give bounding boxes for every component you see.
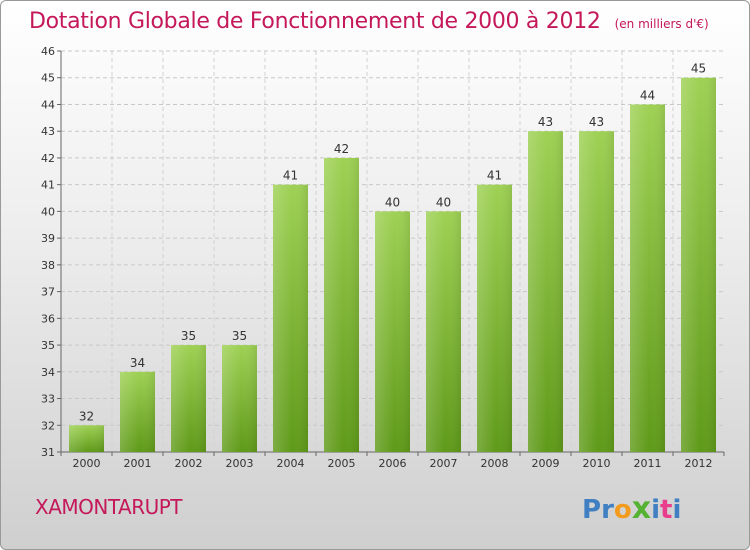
x-tick-label: 2009 (532, 457, 560, 470)
bar-shade-2002 (171, 345, 206, 452)
bars (69, 77, 716, 452)
x-tick-label: 2002 (175, 457, 203, 470)
y-tick-label: 32 (41, 419, 55, 432)
bar-value-label: 41 (283, 169, 298, 183)
y-tick-label: 42 (41, 152, 55, 165)
bar-value-label: 41 (487, 169, 502, 183)
bar-shade-2010 (579, 131, 614, 452)
bar-shade-2008 (477, 184, 512, 452)
y-tick-label: 38 (41, 259, 55, 272)
chart-title: Dotation Globale de Fonctionnement de 20… (29, 9, 709, 34)
bar-value-label: 40 (436, 195, 451, 209)
bar-shade-2001 (120, 371, 155, 452)
x-tick-label: 2008 (481, 457, 509, 470)
y-tick-label: 45 (41, 72, 55, 85)
bar-shade-2007 (426, 211, 461, 452)
x-tick-label: 2007 (430, 457, 458, 470)
bar-value-label: 32 (79, 409, 94, 423)
logo-letter: i (672, 495, 682, 525)
y-tick-label: 36 (41, 312, 55, 325)
bar-shade-2006 (375, 211, 410, 452)
y-tick-label: 39 (41, 232, 55, 245)
chart-unit: (en milliers d'€) (614, 17, 709, 31)
x-tick-label: 2005 (328, 457, 356, 470)
x-tick-label: 2006 (379, 457, 407, 470)
bar-shade-2009 (528, 131, 563, 452)
bar-value-label: 35 (181, 329, 196, 343)
bar-shade-2011 (630, 104, 665, 452)
x-tick-label: 2004 (277, 457, 305, 470)
bar-shade-2012 (681, 77, 716, 452)
bar-value-label: 45 (691, 62, 706, 76)
logo-letter: o (613, 495, 632, 525)
logo-letter: x (631, 491, 652, 526)
proxiti-logo[interactable]: Proxiti (582, 491, 681, 526)
bar-shade-2000 (69, 425, 104, 452)
axes: 31 32 33 34 35 36 37 38 39 40 41 42 43 44 45 46 2000 2001… (41, 45, 725, 470)
x-tick-label: 2012 (685, 457, 713, 470)
bar-shade-2004 (273, 184, 308, 452)
y-tick-label: 34 (41, 366, 55, 379)
bar-value-label: 34 (130, 356, 145, 370)
x-tick-label: 2010 (583, 457, 611, 470)
bar-shade-2005 (324, 157, 359, 452)
commune-name: XAMONTARUPT (35, 495, 183, 519)
y-tick-label: 31 (41, 446, 55, 459)
y-tick-label: 43 (41, 125, 55, 138)
bar-value-label: 43 (538, 115, 553, 129)
y-tick-label: 46 (41, 45, 55, 58)
y-tick-label: 33 (41, 393, 55, 406)
labels: 32 34 35 35 41 42 40 40 41 43 43 44 45 (79, 62, 706, 424)
bar-value-label: 35 (232, 329, 247, 343)
x-tick-label: 2003 (226, 457, 254, 470)
y-tick-label: 35 (41, 339, 55, 352)
bar-value-label: 42 (334, 142, 349, 156)
x-tick-label: 2011 (634, 457, 662, 470)
x-tick-label: 2000 (73, 457, 101, 470)
bar-value-label: 44 (640, 88, 655, 102)
y-tick-label: 41 (41, 179, 55, 192)
y-tick-label: 40 (41, 205, 55, 218)
logo-letter: P (582, 495, 602, 525)
y-tick-label: 44 (41, 98, 55, 111)
chart-title-text: Dotation Globale de Fonctionnement de 20… (29, 9, 601, 34)
bar-shade-2003 (222, 345, 257, 452)
bar-value-label: 40 (385, 195, 400, 209)
logo-letter: i (651, 495, 661, 525)
y-tick-label: 37 (41, 286, 55, 299)
logo-letter: r (601, 495, 614, 525)
logo-letter: t (660, 495, 673, 525)
x-tick-label: 2001 (124, 457, 152, 470)
bar-value-label: 43 (589, 115, 604, 129)
